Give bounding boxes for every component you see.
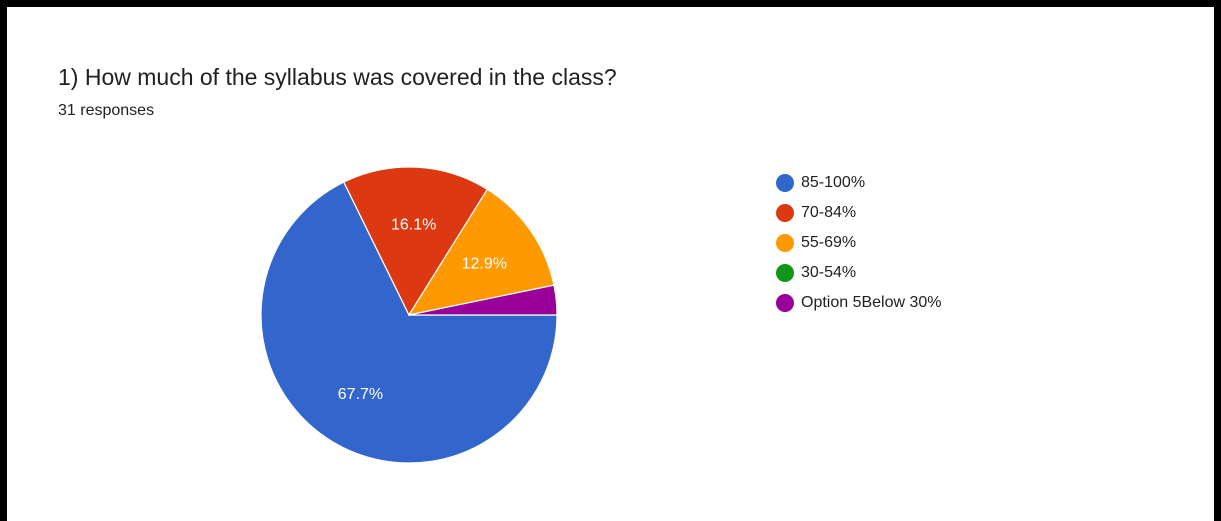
- legend-swatch: [776, 294, 794, 312]
- pie-slice-option-5below-30-[interactable]: [408, 284, 558, 316]
- legend-item[interactable]: 30-54%: [776, 258, 942, 288]
- legend-swatch: [776, 174, 794, 192]
- slice-percent-label: 16.1%: [391, 216, 436, 233]
- pie-slice-85-100-[interactable]: [260, 181, 558, 464]
- legend-label: 30-54%: [801, 264, 857, 281]
- legend-swatch: [776, 204, 794, 222]
- legend-label: 70-84%: [801, 204, 857, 221]
- pie-slices: [260, 166, 558, 464]
- legend-swatch: [776, 264, 794, 282]
- pie-slice-labels: 67.7% 16.1% 12.9%: [338, 216, 507, 403]
- legend-label: Option 5Below 30%: [801, 294, 942, 311]
- slice-percent-label: 12.9%: [462, 256, 507, 273]
- pie-slice-70-84-[interactable]: [343, 166, 489, 317]
- legend-item[interactable]: Option 5Below 30%: [776, 288, 942, 318]
- legend-label: 85-100%: [801, 174, 866, 191]
- legend-label: 55-69%: [801, 234, 857, 251]
- chart-legend: 85-100% 70-84% 55-69% 30-54% Option 5Below 3…: [776, 168, 942, 318]
- question-title: 1) How much of the syllabus was covered …: [58, 64, 617, 90]
- legend-item[interactable]: 70-84%: [776, 198, 942, 228]
- legend-item[interactable]: 55-69%: [776, 228, 942, 258]
- legend-swatch: [776, 234, 794, 252]
- legend-item[interactable]: 85-100%: [776, 168, 942, 198]
- slice-percent-label: 67.7%: [338, 386, 383, 403]
- response-count: 31 responses: [58, 102, 155, 119]
- pie-slice-55-69-[interactable]: [407, 188, 555, 316]
